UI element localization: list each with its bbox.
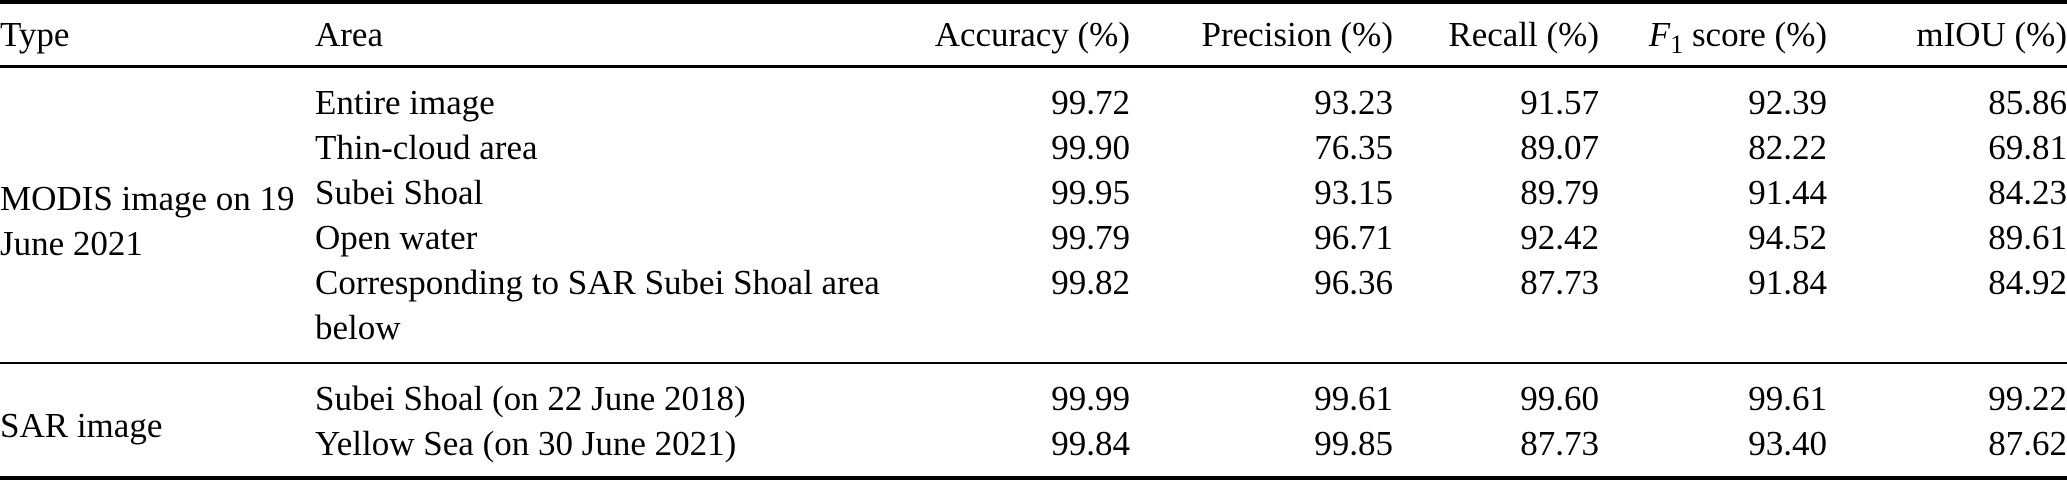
f1-subscript: 1 <box>1670 29 1684 59</box>
f1-letter: F <box>1648 14 1671 54</box>
cell-f1: 92.39 <box>1748 82 1827 122</box>
table-row: Corresponding to SAR Subei Shoal area be… <box>0 260 2067 363</box>
cell-f1: 93.40 <box>1748 423 1827 463</box>
section-modis: MODIS image on 19 June 2021 Entire image… <box>0 66 2067 363</box>
cell-precision: 96.71 <box>1314 217 1393 257</box>
cell-precision: 99.61 <box>1314 378 1393 418</box>
cell-miou: 84.23 <box>1988 172 2067 212</box>
table-header: Type Area Accuracy (%) Precision (%) Rec… <box>0 2 2067 66</box>
cell-recall: 89.07 <box>1520 127 1599 167</box>
cell-miou: 84.92 <box>1988 262 2067 302</box>
cell-miou: 99.22 <box>1988 378 2067 418</box>
cell-miou: 69.81 <box>1988 127 2067 167</box>
cell-f1: 82.22 <box>1748 127 1827 167</box>
cell-precision: 99.85 <box>1314 423 1393 463</box>
cell-precision: 93.15 <box>1314 172 1393 212</box>
cell-area: Subei Shoal <box>315 172 484 212</box>
cell-miou: 85.86 <box>1988 82 2067 122</box>
cell-miou: 87.62 <box>1988 423 2067 463</box>
cell-accuracy: 99.72 <box>1051 82 1130 122</box>
cell-area: Corresponding to SAR Subei Shoal area be… <box>315 262 880 347</box>
cell-type-modis: MODIS image on 19 June 2021 <box>0 178 295 263</box>
cell-accuracy: 99.99 <box>1051 378 1130 418</box>
column-header-precision: Precision (%) <box>1201 14 1393 54</box>
cell-f1: 94.52 <box>1748 217 1827 257</box>
header-row: Type Area Accuracy (%) Precision (%) Rec… <box>0 2 2067 66</box>
cell-area: Thin-cloud area <box>315 127 538 167</box>
table-row: MODIS image on 19 June 2021 Entire image… <box>0 66 2067 263</box>
cell-area: Entire image <box>315 82 495 122</box>
section-sar: SAR image Subei Shoal (on 22 June 2018) … <box>0 362 2067 478</box>
table-row: Yellow Sea (on 30 June 2021) 99.84 99.85… <box>0 421 2067 478</box>
cell-accuracy: 99.90 <box>1051 127 1130 167</box>
cell-recall: 91.57 <box>1520 82 1599 122</box>
cell-recall: 92.42 <box>1520 217 1599 257</box>
cell-precision: 76.35 <box>1314 127 1393 167</box>
column-header-recall: Recall (%) <box>1448 14 1599 54</box>
cell-accuracy: 99.82 <box>1051 262 1130 302</box>
column-header-miou: mIOU (%) <box>1916 14 2067 54</box>
cell-recall: 87.73 <box>1520 262 1599 302</box>
column-header-area: Area <box>315 14 384 54</box>
cell-accuracy: 99.79 <box>1051 217 1130 257</box>
column-header-f1-score: F1 score (%) <box>1599 2 1827 66</box>
cell-precision: 93.23 <box>1314 82 1393 122</box>
cell-recall: 89.79 <box>1520 172 1599 212</box>
column-header-type: Type <box>0 14 70 54</box>
column-header-accuracy: Accuracy (%) <box>934 14 1130 54</box>
cell-recall: 87.73 <box>1520 423 1599 463</box>
cell-precision: 96.36 <box>1314 262 1393 302</box>
table-row: SAR image Subei Shoal (on 22 June 2018) … <box>0 363 2067 446</box>
cell-area: Yellow Sea (on 30 June 2021) <box>315 423 737 463</box>
table-row: Thin-cloud area 99.90 76.35 89.07 82.22 … <box>0 125 2067 170</box>
cell-f1: 99.61 <box>1748 378 1827 418</box>
cell-f1: 91.44 <box>1748 172 1827 212</box>
cell-miou: 89.61 <box>1988 217 2067 257</box>
cell-type-sar: SAR image <box>0 406 163 445</box>
cell-recall: 99.60 <box>1520 378 1599 418</box>
cell-f1: 91.84 <box>1748 262 1827 302</box>
table-row: Open water 99.79 96.71 92.42 94.52 89.61 <box>0 215 2067 260</box>
cell-accuracy: 99.84 <box>1051 423 1130 463</box>
f1-rest: score (%) <box>1683 14 1827 54</box>
cell-area: Open water <box>315 217 478 257</box>
table-row: Subei Shoal 99.95 93.15 89.79 91.44 84.2… <box>0 170 2067 215</box>
cell-area: Subei Shoal (on 22 June 2018) <box>315 378 746 418</box>
cell-accuracy: 99.95 <box>1051 172 1130 212</box>
